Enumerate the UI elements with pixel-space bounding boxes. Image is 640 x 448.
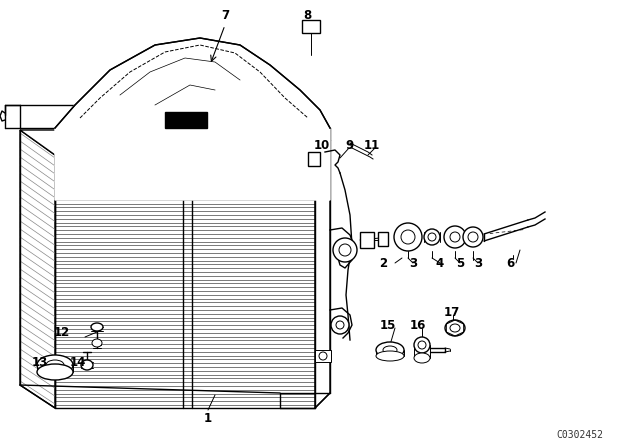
Ellipse shape bbox=[46, 360, 64, 370]
Ellipse shape bbox=[418, 341, 426, 349]
Bar bbox=[378, 232, 388, 246]
Ellipse shape bbox=[450, 324, 460, 332]
Text: 3: 3 bbox=[474, 257, 482, 270]
Ellipse shape bbox=[333, 238, 357, 262]
Ellipse shape bbox=[450, 232, 460, 242]
Ellipse shape bbox=[91, 323, 103, 331]
Ellipse shape bbox=[428, 233, 436, 241]
Polygon shape bbox=[315, 140, 330, 408]
Ellipse shape bbox=[319, 352, 327, 360]
Bar bbox=[302, 20, 320, 33]
Ellipse shape bbox=[383, 346, 397, 354]
Ellipse shape bbox=[394, 223, 422, 251]
Text: 3: 3 bbox=[409, 257, 417, 270]
Polygon shape bbox=[20, 130, 315, 155]
Text: 1: 1 bbox=[204, 412, 212, 425]
Polygon shape bbox=[20, 130, 55, 408]
Text: 11: 11 bbox=[364, 138, 380, 151]
Bar bbox=[315, 350, 331, 362]
Ellipse shape bbox=[339, 244, 351, 256]
Ellipse shape bbox=[336, 321, 344, 329]
Text: 15: 15 bbox=[380, 319, 396, 332]
Ellipse shape bbox=[376, 351, 404, 361]
Bar bbox=[165, 112, 207, 128]
Ellipse shape bbox=[424, 229, 440, 245]
Ellipse shape bbox=[401, 230, 415, 244]
Text: 17: 17 bbox=[444, 306, 460, 319]
Ellipse shape bbox=[92, 339, 102, 347]
Ellipse shape bbox=[331, 316, 349, 334]
Ellipse shape bbox=[445, 320, 465, 336]
Text: 16: 16 bbox=[410, 319, 426, 332]
Text: 2: 2 bbox=[379, 257, 387, 270]
Ellipse shape bbox=[414, 337, 430, 353]
Text: 13: 13 bbox=[32, 356, 48, 369]
Text: C0302452: C0302452 bbox=[557, 430, 604, 440]
Ellipse shape bbox=[468, 232, 478, 242]
Ellipse shape bbox=[414, 353, 430, 363]
Polygon shape bbox=[55, 38, 330, 200]
Text: 9: 9 bbox=[345, 138, 353, 151]
Text: 4: 4 bbox=[436, 257, 444, 270]
Ellipse shape bbox=[37, 364, 73, 380]
Text: 10: 10 bbox=[314, 138, 330, 151]
Bar bbox=[360, 232, 374, 248]
Ellipse shape bbox=[463, 227, 483, 247]
Text: 5: 5 bbox=[456, 257, 464, 270]
Text: 8: 8 bbox=[303, 9, 311, 22]
Ellipse shape bbox=[81, 360, 93, 370]
Text: 7: 7 bbox=[221, 9, 229, 22]
Ellipse shape bbox=[444, 226, 466, 248]
Bar bbox=[308, 152, 320, 166]
Text: 14: 14 bbox=[70, 356, 86, 369]
Text: 12: 12 bbox=[54, 326, 70, 339]
Ellipse shape bbox=[37, 355, 73, 375]
Ellipse shape bbox=[376, 342, 404, 358]
Text: 6: 6 bbox=[506, 257, 514, 270]
